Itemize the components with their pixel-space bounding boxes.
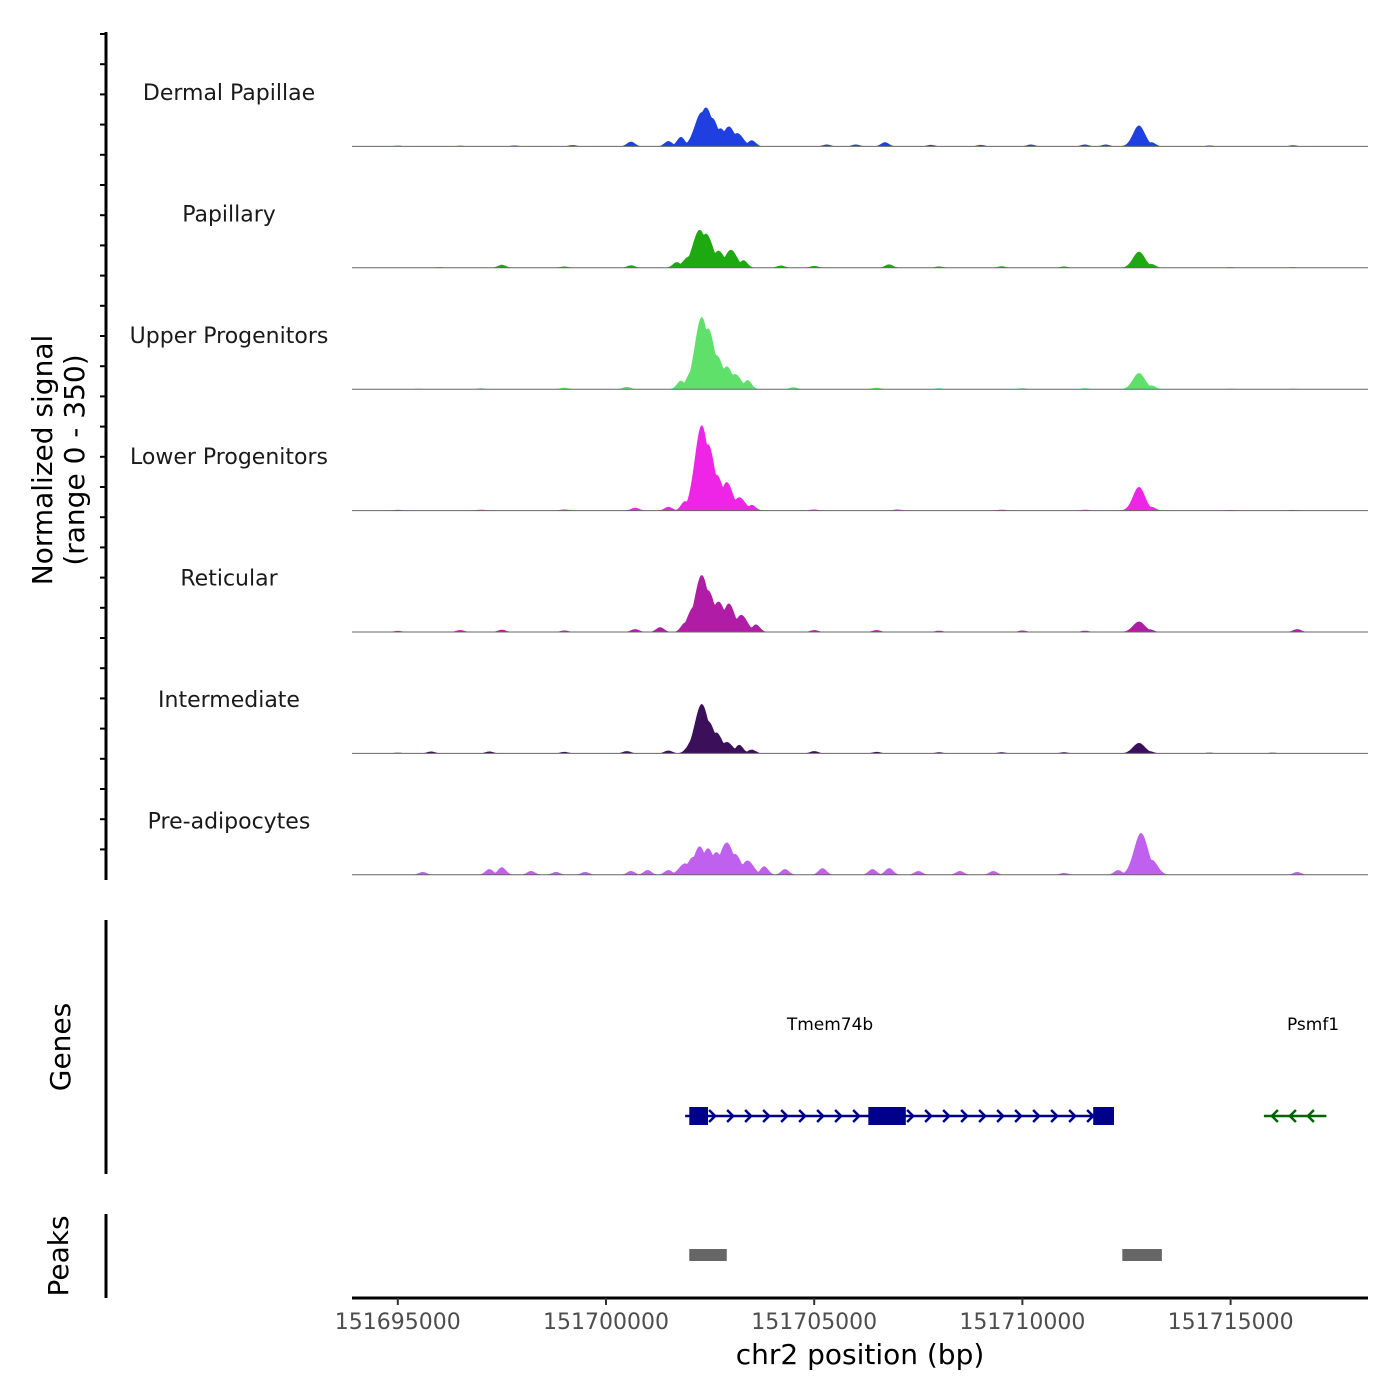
track-label: Reticular [180,567,278,592]
track-label: Dermal Papillae [143,81,315,106]
track-upper-progenitors: Upper Progenitors [130,317,1368,390]
strand-arrow [1288,1109,1297,1123]
coverage-area [352,704,1368,754]
genes-panel-title: Genes [44,1003,77,1091]
strand-arrow [852,1109,861,1123]
x-axis: 151695000 151700000 151705000 151710000 1517… [335,1296,1368,1371]
coverage-area [352,317,1368,390]
track-dermal-papillae: Dermal Papillae [143,81,1368,147]
x-ticks: 151695000 151700000 151705000 151710000 1517… [335,1298,1294,1335]
x-tick-label: 151710000 [959,1310,1085,1335]
coverage-area [352,833,1368,875]
coverage-area [352,425,1368,511]
gene-exon [868,1107,906,1125]
peak-region [689,1249,727,1261]
strand-arrow [960,1109,969,1123]
gene-psmf1: Psmf1 [1263,1015,1339,1123]
strand-arrow [942,1109,951,1123]
signal-y-ticks [100,33,106,851]
strand-arrow [978,1109,987,1123]
strand-arrow [798,1109,807,1123]
track-intermediate: Intermediate [158,688,1368,754]
track-label: Intermediate [158,688,300,713]
strand-arrow [1306,1109,1315,1123]
strand-arrow [1068,1109,1077,1123]
strand-arrow [708,1109,717,1123]
track-pre-adipocytes: Pre-adipocytes [148,809,1368,876]
x-axis-title: chr2 position (bp) [736,1338,985,1371]
peak-regions [689,1249,1162,1261]
strand-arrow [1086,1109,1095,1123]
strand-arrow [906,1109,915,1123]
y-axis-title: Normalized signal [26,335,59,586]
strand-arrow [924,1109,933,1123]
strand-arrow [1032,1109,1041,1123]
x-tick-label: 151705000 [751,1310,877,1335]
track-label: Lower Progenitors [130,445,328,470]
coverage-area [352,575,1368,632]
genes-panel: Genes Tmem74b Psmf1 [44,920,1339,1174]
x-tick-label: 151715000 [1168,1310,1294,1335]
strand-arrow [996,1109,1005,1123]
strand-arrow [744,1109,753,1123]
gene-exon [689,1107,709,1125]
strand-arrow [780,1109,789,1123]
coverage-tracks: Dermal Papillae Papillary Upper Progenitor… [130,81,1368,876]
strand-arrow [762,1109,771,1123]
x-tick-label: 151695000 [335,1310,461,1335]
strand-arrow [834,1109,843,1123]
peak-region [1122,1249,1162,1261]
gene-label: Tmem74b [786,1015,873,1035]
gene-tmem74b: Tmem74b [685,1015,1114,1125]
coverage-area [352,229,1368,268]
gene-exon [1093,1107,1114,1125]
coverage-area [352,107,1368,147]
y-axis-range: (range 0 - 350) [58,354,91,565]
x-tick-label: 151700000 [543,1310,669,1335]
track-papillary: Papillary [182,202,1368,269]
gene-label: Psmf1 [1287,1015,1339,1035]
track-lower-progenitors: Lower Progenitors [130,425,1368,512]
strand-arrow [1050,1109,1059,1123]
peaks-panel-title: Peaks [42,1215,75,1296]
strand-arrow [726,1109,735,1123]
signal-y-axis: Normalized signal (range 0 - 350) [26,32,108,880]
track-label: Papillary [182,202,276,227]
strand-arrow [816,1109,825,1123]
track-reticular: Reticular [180,567,1368,633]
track-label: Upper Progenitors [130,324,329,349]
gene-models: Tmem74b Psmf1 [685,1015,1339,1125]
track-label: Pre-adipocytes [148,809,311,834]
strand-arrow [1270,1109,1279,1123]
peaks-panel: Peaks [42,1214,1162,1298]
strand-arrow [1014,1109,1023,1123]
